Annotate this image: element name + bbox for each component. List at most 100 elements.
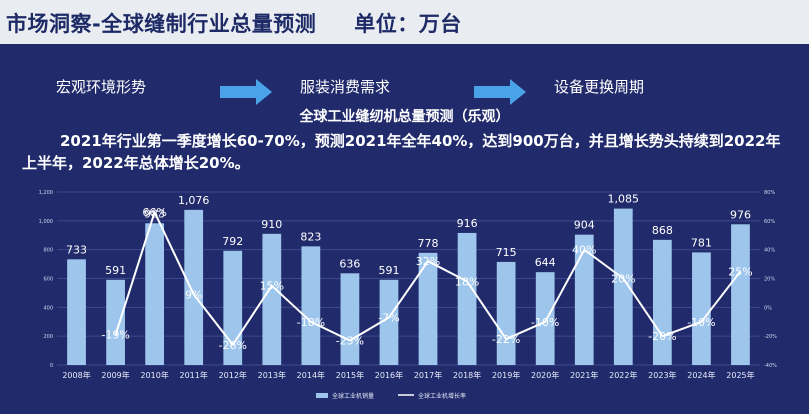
- bar: [692, 252, 711, 365]
- bar-value-label: 591: [105, 264, 126, 277]
- bar-value-label: 715: [496, 246, 517, 259]
- bar-value-label: 904: [574, 219, 595, 232]
- flow-item-macro: 宏观环境形势: [56, 78, 147, 96]
- x-tick-label: 2010年: [140, 370, 168, 380]
- bar-value-label: 781: [691, 236, 712, 249]
- x-tick-label: 2016年: [375, 370, 403, 380]
- line-value-label: 15%: [260, 280, 284, 293]
- line-value-label: -10%: [687, 316, 715, 329]
- line-value-label: -22%: [492, 333, 520, 346]
- x-tick-label: 2014年: [297, 370, 325, 380]
- bar-value-label: 636: [339, 257, 360, 270]
- y2-tick-label: 20%: [764, 277, 775, 283]
- bar-value-label: 733: [66, 243, 87, 256]
- line-value-label: 18%: [455, 275, 479, 288]
- y-tick-label: 1,000: [39, 219, 53, 225]
- title-unit: 单位：万台: [354, 12, 462, 36]
- bar-value-label: 1,076: [178, 194, 210, 207]
- bar: [67, 259, 86, 365]
- title-bar: 市场洞察-全球缝制行业总量预测 单位：万台: [0, 0, 809, 44]
- x-tick-label: 2024年: [687, 370, 715, 380]
- y2-tick-label: -40%: [764, 363, 777, 369]
- x-tick-label: 2019年: [492, 370, 520, 380]
- bar: [535, 272, 555, 365]
- x-tick-label: 2022年: [609, 370, 637, 380]
- x-tick-label: 2011年: [180, 370, 208, 380]
- line-value-label: 40%: [572, 244, 596, 257]
- x-tick-label: 2012年: [219, 370, 247, 380]
- x-tick-label: 2015年: [336, 370, 364, 380]
- bar: [457, 232, 477, 365]
- line-value-label: 32%: [416, 255, 440, 268]
- x-tick-label: 2009年: [101, 370, 129, 380]
- bar-value-label: 910: [261, 218, 282, 231]
- bar: [262, 233, 282, 365]
- line-value-label: -7%: [378, 311, 399, 324]
- line-value-label: -10%: [297, 316, 325, 329]
- line-value-label: -20%: [648, 330, 676, 343]
- growth-line: [114, 211, 742, 346]
- y-tick-label: 400: [43, 305, 53, 311]
- bar-value-label: 868: [652, 224, 673, 237]
- flow-item-replacement: 设备更换周期: [554, 78, 645, 96]
- y2-tick-label: 80%: [764, 190, 775, 196]
- y-tick-label: 200: [43, 334, 53, 340]
- x-tick-label: 2008年: [62, 370, 90, 380]
- line-value-label: -23%: [336, 334, 364, 347]
- bar-value-label: 823: [300, 230, 321, 243]
- bar: [340, 273, 360, 365]
- y2-tick-label: -20%: [764, 334, 777, 340]
- bar: [574, 234, 594, 365]
- x-tick-label: 2018年: [453, 370, 481, 380]
- bar: [418, 252, 438, 365]
- x-tick-label: 2023年: [648, 370, 676, 380]
- line-value-label: 9%: [185, 288, 202, 301]
- legend-bar-swatch: [316, 393, 328, 398]
- line-value-label: 66%: [142, 206, 166, 219]
- flow-item-demand: 服装消费需求: [300, 78, 391, 96]
- line-value-label: -19%: [101, 329, 129, 342]
- line-value-label: 20%: [611, 273, 635, 286]
- bar: [106, 279, 125, 365]
- line-value-label: -26%: [219, 339, 247, 352]
- bar: [379, 279, 399, 365]
- legend-label: 全球工业机增长率: [418, 392, 466, 400]
- bar-value-label: 983: [144, 207, 165, 220]
- y2-tick-label: 0%: [764, 305, 772, 311]
- bar: [184, 209, 204, 365]
- bar: [652, 239, 672, 365]
- x-tick-label: 2017年: [414, 370, 442, 380]
- legend-label: 全球工业机销量: [332, 392, 374, 400]
- bar: [613, 208, 633, 365]
- y-tick-label: 600: [43, 277, 53, 283]
- bar-value-label: 778: [418, 237, 439, 250]
- bar-value-label: 1,085: [608, 193, 640, 206]
- y-tick-label: 0: [50, 363, 53, 369]
- bar: [731, 224, 750, 365]
- page-title: 市场洞察-全球缝制行业总量预测 单位：万台: [6, 8, 462, 38]
- y-tick-label: 1,200: [39, 190, 53, 196]
- y-tick-label: 800: [43, 248, 53, 254]
- line-value-label: -10%: [531, 316, 559, 329]
- bar-value-label: 976: [730, 208, 751, 221]
- right-arrow-icon: [220, 79, 272, 105]
- y2-tick-label: 40%: [764, 248, 775, 254]
- bar: [496, 261, 516, 365]
- line-value-label: 25%: [728, 265, 752, 278]
- bar-value-label: 591: [378, 264, 399, 277]
- bar: [145, 223, 165, 365]
- bar-value-label: 916: [457, 217, 478, 230]
- right-arrow-icon: [474, 79, 526, 105]
- x-tick-label: 2020年: [531, 370, 559, 380]
- x-tick-label: 2021年: [570, 370, 598, 380]
- x-tick-label: 2013年: [258, 370, 286, 380]
- bar-value-label: 644: [535, 256, 556, 269]
- forecast-chart: 0 200 400 600 800 1,000 1,200 -40% -20% 0% 20% 40% 6…: [39, 190, 777, 400]
- chart-subtitle: 全球工业缝纫机总量预测（乐观）: [299, 109, 510, 125]
- y2-tick-label: 60%: [764, 219, 775, 225]
- x-tick-label: 2025年: [726, 370, 754, 380]
- bar-value-label: 792: [222, 235, 243, 248]
- title-main: 市场洞察-全球缝制行业总量预测: [6, 12, 317, 36]
- forecast-description: 2021年行业第一季度增长60-70%，预测2021年全年40%，达到900万台…: [22, 132, 781, 172]
